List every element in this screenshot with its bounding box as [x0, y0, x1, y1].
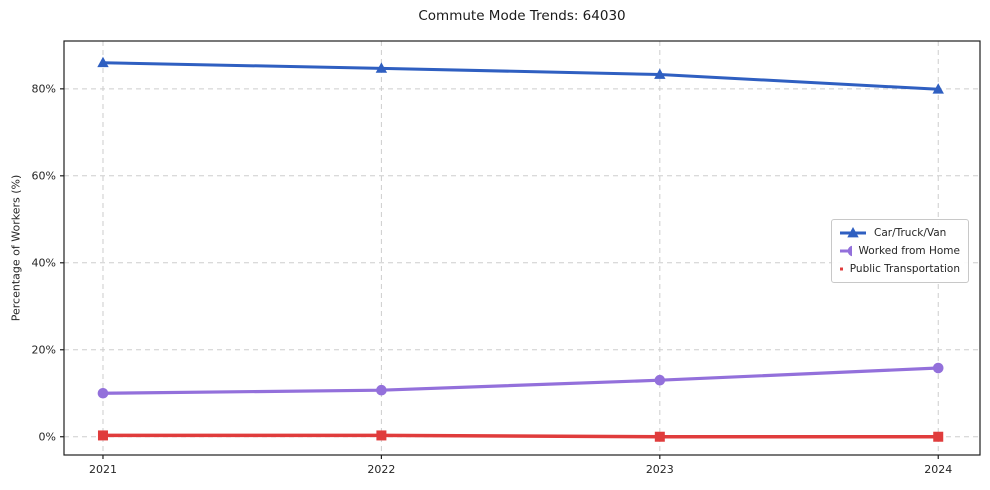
y-tick-label: 20% — [32, 344, 56, 357]
legend-square-marker-icon — [840, 267, 843, 271]
series-worked-from-home — [97, 362, 944, 399]
series-car-truck-van — [97, 56, 944, 94]
axis-ticks: 2021 2022 2023 2024 0% 20% 40% 60% 80% — [32, 83, 953, 476]
triangle-marker-icon — [375, 62, 388, 73]
x-tick-label: 2021 — [89, 463, 117, 476]
series-line-car-truck-van — [102, 61, 939, 91]
square-marker-icon — [97, 430, 108, 441]
y-tick-label: 0% — [39, 431, 56, 444]
x-tick-label: 2023 — [646, 463, 674, 476]
circle-marker-icon — [847, 245, 852, 257]
series-line-worked-from-home — [102, 366, 939, 395]
triangle-marker-icon — [97, 56, 109, 68]
circle-marker-icon — [376, 384, 387, 396]
x-tick-label: 2024 — [924, 463, 952, 476]
legend-label: Worked from Home — [858, 245, 960, 257]
chart-legend: Car/Truck/Van Worked from Home Public Tran… — [831, 219, 969, 283]
legend-label: Car/Truck/Van — [874, 227, 947, 239]
legend-item-car-truck-van: Car/Truck/Van — [839, 225, 960, 241]
legend-item-worked-from-home: Worked from Home — [839, 243, 960, 259]
plot-border — [63, 40, 981, 456]
series-public-transportation — [97, 430, 944, 442]
x-tick-label: 2022 — [367, 463, 395, 476]
square-marker-icon — [933, 431, 944, 442]
triangle-marker-icon — [847, 227, 859, 238]
y-tick-label: 40% — [32, 257, 56, 270]
triangle-marker-icon — [654, 68, 666, 79]
circle-marker-icon — [97, 387, 109, 399]
legend-triangle-marker-icon — [840, 227, 866, 238]
y-tick-label: 60% — [32, 170, 56, 183]
circle-marker-icon — [654, 374, 666, 386]
circle-marker-icon — [932, 362, 944, 374]
square-marker-icon — [654, 431, 665, 442]
legend-label: Public Transportation — [849, 263, 960, 275]
series-line-public-transportation — [102, 433, 939, 439]
triangle-marker-icon — [932, 83, 944, 94]
square-marker-icon — [376, 430, 387, 441]
legend-item-public-transportation: Public Transportation — [839, 261, 960, 277]
chart-title: Commute Mode Trends: 64030 — [418, 8, 626, 24]
y-tick-label: 80% — [32, 83, 56, 96]
legend-circle-marker-icon — [840, 245, 852, 257]
